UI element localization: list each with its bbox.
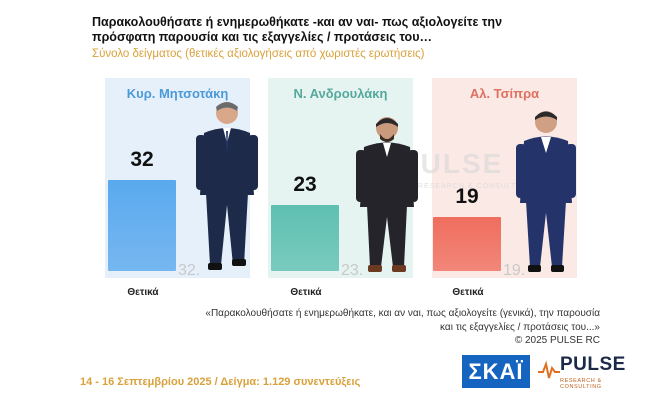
copyright-notice: © 2025 PULSE RC <box>514 335 600 346</box>
series-label-androulakis: Θετικά <box>290 287 322 298</box>
value-label-androulakis: 23 <box>293 173 317 197</box>
category-label-androulakis: Ν. Ανδρουλάκη <box>293 86 388 101</box>
value-label-mitsotakis: 32 <box>130 147 154 171</box>
category-label-mitsotakis: Κυρ. Μητσοτάκη <box>126 86 229 101</box>
value-label-tsipras: 19 <box>455 184 479 208</box>
bar-tsipras <box>433 216 501 271</box>
skai-logo: ΣΚΑΪ <box>462 355 530 388</box>
question-quote: «Παρακολουθήσατε ή ενημερωθήκατε, και αν… <box>205 308 600 333</box>
ghost-value-tsipras: 19. <box>503 262 526 279</box>
person-photo-mitsotakis <box>196 102 258 270</box>
chart-subtitle: Σύνολο δείγματος (θετικές αξιολογήσεις α… <box>92 48 425 60</box>
bar-mitsotakis <box>108 179 176 271</box>
chart-title: Παρακολουθήσατε ή ενημερωθήκατε -και αν … <box>92 15 503 44</box>
bar-androulakis <box>271 205 339 271</box>
ghost-value-mitsotakis: 32. <box>178 262 201 279</box>
category-label-tsipras: Αλ. Τσίπρα <box>469 86 540 101</box>
series-label-tsipras: Θετικά <box>452 287 484 298</box>
pulse-logo-text: PULSE <box>560 354 626 375</box>
person-photo-tsipras <box>516 111 576 272</box>
survey-footer: 14 - 16 Σεπτεμβρίου 2025 / Δείγμα: 1.129… <box>80 376 361 388</box>
pulse-logo-sub: RESEARCH & CONSULTING <box>560 378 602 390</box>
pulse-logo: PULSE RESEARCH & CONSULTING <box>538 354 628 392</box>
series-label-mitsotakis: Θετικά <box>127 287 159 298</box>
watermark-pulse-sub: RESEARCH & CONSULTING <box>418 183 532 190</box>
person-photo-androulakis <box>356 117 418 272</box>
pulse-wave-icon <box>538 360 560 379</box>
ghost-value-androulakis: 23. <box>341 262 364 279</box>
